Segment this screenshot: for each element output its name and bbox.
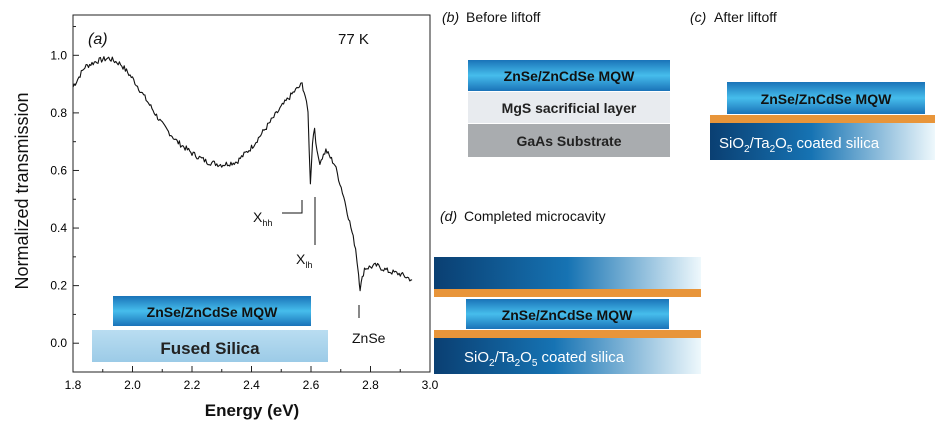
panel-d-completed-microcavity: (d) Completed microcavity ZnSe/ZnCdSe MQ… <box>434 208 701 374</box>
y-axis-ticks: 0.0 0.2 0.4 0.6 0.8 1.0 <box>50 26 79 350</box>
inset-mqw-label: ZnSe/ZnCdSe MQW <box>147 304 278 320</box>
mqw-layer-d <box>466 299 669 329</box>
inset-fused-silica-label: Fused Silica <box>160 339 260 358</box>
panel-label-c: (c) <box>690 9 706 25</box>
orange-layer-top <box>434 289 701 297</box>
top-mirror <box>434 257 701 289</box>
panel-c-title: After liftoff <box>714 9 777 25</box>
temperature-label: 77 K <box>338 31 369 48</box>
x-tick-label: 2.8 <box>362 378 379 392</box>
mqw-layer-b <box>468 60 670 91</box>
panel-b-before-liftoff: (b) Before liftoff ZnSe/ZnCdSe MQW MgS s… <box>442 9 670 157</box>
orange-layer-bottom <box>434 330 701 338</box>
xhh-annotation: Xhh <box>253 209 272 228</box>
annotation-markers <box>282 197 360 318</box>
mqw-layer-c <box>727 82 925 114</box>
mgs-label: MgS sacrificial layer <box>502 100 637 116</box>
inset-sample-stack: ZnSe/ZnCdSe MQW Fused Silica <box>92 296 328 362</box>
y-tick-label: 0.0 <box>50 336 67 350</box>
inset-mqw-layer <box>113 296 311 326</box>
mqw-label-c: ZnSe/ZnCdSe MQW <box>761 91 892 107</box>
silica-label-c: SiO2/Ta2O5 coated silica <box>719 135 880 155</box>
inset-fused-silica-layer <box>92 330 328 362</box>
y-tick-label: 1.0 <box>50 48 67 62</box>
y-tick-label: 0.8 <box>50 106 67 120</box>
chart-panel-a: 0.0 0.2 0.4 0.6 0.8 1.0 1.8 2.0 2.2 2.4 2.6 2.8 3.0… <box>12 14 439 420</box>
mgs-layer <box>468 92 670 123</box>
x-axis-label: Energy (eV) <box>205 401 299 420</box>
x-tick-label: 1.8 <box>65 378 82 392</box>
y-axis-label: Normalized transmission <box>12 92 32 289</box>
xhh-marker-line <box>282 200 303 214</box>
gaas-label: GaAs Substrate <box>516 133 621 149</box>
y-tick-label: 0.2 <box>50 279 67 293</box>
silica-label-d: SiO2/Ta2O5 coated silica <box>464 349 625 369</box>
x-tick-label: 2.0 <box>124 378 141 392</box>
xlh-annotation: Xlh <box>296 251 312 270</box>
mqw-label-d: ZnSe/ZnCdSe MQW <box>502 307 633 323</box>
silica-substrate-c <box>710 123 935 160</box>
panel-label-a: (a) <box>88 31 108 48</box>
znse-annotation: ZnSe <box>352 330 386 346</box>
panel-c-after-liftoff: (c) After liftoff ZnSe/ZnCdSe MQW SiO2/T… <box>690 9 935 160</box>
panel-label-d: (d) <box>440 208 457 224</box>
mqw-label-b: ZnSe/ZnCdSe MQW <box>504 68 635 84</box>
x-axis-ticks: 1.8 2.0 2.2 2.4 2.6 2.8 3.0 <box>65 366 439 392</box>
x-tick-label: 2.4 <box>243 378 260 392</box>
panel-label-b: (b) <box>442 9 459 25</box>
y-tick-label: 0.6 <box>50 163 67 177</box>
transmission-curve <box>72 56 413 292</box>
y-tick-label: 0.4 <box>50 221 67 235</box>
x-tick-label: 3.0 <box>422 378 439 392</box>
gaas-substrate <box>468 124 670 157</box>
orange-layer-c <box>710 115 935 123</box>
x-tick-label: 2.2 <box>184 378 201 392</box>
x-tick-label: 2.6 <box>303 378 320 392</box>
silica-substrate-d <box>434 338 701 374</box>
panel-d-title: Completed microcavity <box>464 208 606 224</box>
panel-b-title: Before liftoff <box>466 9 541 25</box>
